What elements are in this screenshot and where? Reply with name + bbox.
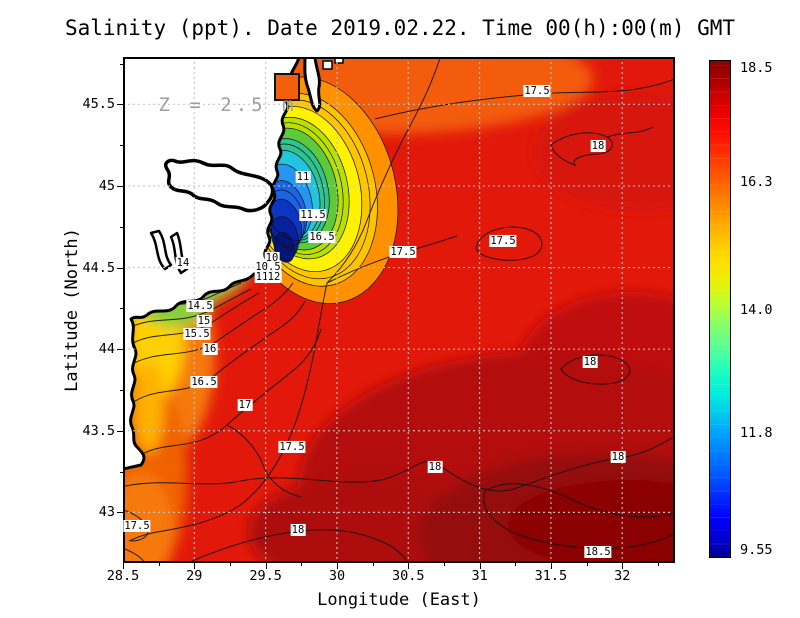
x-tick-label: 28.5	[106, 568, 140, 584]
x-tick-label: 29	[186, 568, 203, 584]
x-tick-mark	[408, 563, 410, 569]
salinity-map	[123, 57, 675, 563]
y-tick-label: 45.5	[82, 96, 115, 113]
y-tick-mark	[117, 185, 123, 187]
colorbar-tick-label: 16.3	[740, 174, 773, 191]
sandspit	[303, 57, 322, 113]
colorbar-tick-label: 14.0	[740, 302, 773, 319]
y-tick-mark	[117, 267, 123, 269]
y-minor-tick	[120, 145, 123, 147]
plot-area: 17.5 18 11 11.5 16.5 17.5 17.5 14 10 10.5 11 12 14.5…	[123, 57, 675, 563]
grid-lines	[123, 57, 675, 563]
y-tick-label: 43	[98, 504, 115, 521]
depth-annotation: Z = 2.5 m	[158, 94, 298, 116]
colorbar-gradient	[710, 61, 730, 557]
x-minor-tick	[229, 563, 231, 566]
x-minor-tick	[515, 563, 517, 566]
x-tick-mark	[265, 563, 267, 569]
y-tick-label: 44	[98, 341, 115, 358]
x-minor-tick	[372, 563, 374, 566]
x-tick-label: 30.5	[392, 568, 425, 584]
x-minor-tick	[657, 563, 659, 566]
y-axis-title: Latitude (North)	[62, 228, 82, 392]
y-minor-tick	[120, 63, 123, 65]
x-tick-label: 31	[471, 568, 488, 584]
delta-arm	[149, 229, 173, 271]
x-tick-mark	[479, 563, 481, 569]
y-minor-tick	[120, 308, 123, 310]
x-minor-tick	[301, 563, 303, 566]
colorbar-tick-label: 11.8	[740, 424, 773, 441]
x-tick-label: 31.5	[534, 568, 568, 584]
colorbar-tick-label: 18.5	[740, 60, 773, 76]
x-tick-mark	[622, 563, 624, 569]
y-minor-tick	[120, 226, 123, 228]
y-tick-mark	[117, 512, 123, 514]
colorbar-tick-label: 9.55	[740, 542, 773, 558]
x-minor-tick	[158, 563, 160, 566]
y-minor-tick	[120, 471, 123, 473]
x-minor-tick	[443, 563, 445, 566]
y-minor-tick	[120, 389, 123, 391]
x-tick-label: 32	[614, 568, 631, 584]
x-tick-mark	[336, 563, 338, 569]
harbour-patch	[274, 73, 300, 101]
x-tick-mark	[550, 563, 552, 569]
x-minor-tick	[586, 563, 588, 566]
x-tick-mark	[194, 563, 196, 569]
x-tick-label: 29.5	[249, 568, 282, 584]
y-tick-label: 45	[98, 177, 115, 194]
y-tick-mark	[117, 104, 123, 106]
y-tick-mark	[117, 430, 123, 432]
plot-frame	[123, 57, 675, 563]
y-tick-label: 43.5	[82, 422, 115, 439]
colorbar	[709, 60, 731, 558]
x-axis-title: Longitude (East)	[317, 590, 481, 610]
chart-title: Salinity (ppt). Date 2019.02.22. Time 00…	[64, 16, 736, 40]
y-tick-label: 44.5	[82, 259, 115, 276]
x-tick-label: 30	[328, 568, 346, 584]
x-tick-mark	[123, 563, 124, 569]
y-tick-mark	[117, 349, 123, 351]
sea-field	[123, 57, 675, 563]
